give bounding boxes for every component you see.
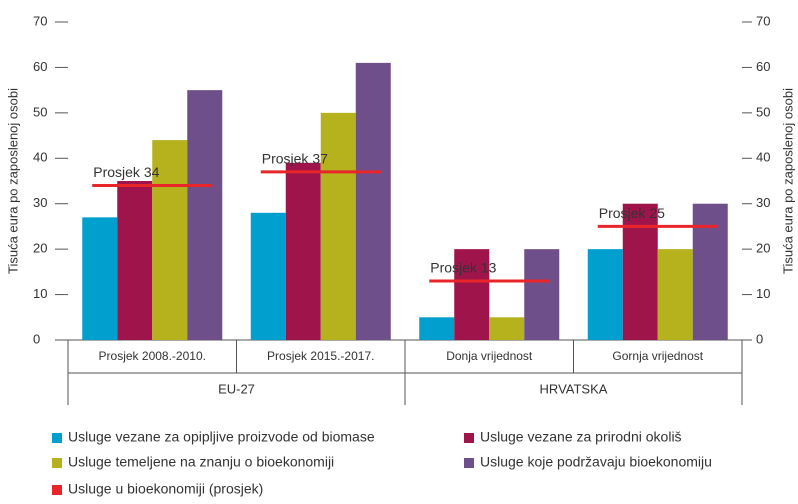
legend-swatch <box>464 433 474 443</box>
bar <box>657 249 693 340</box>
legend-label: Usluge u bioekonomiji (prosjek) <box>68 481 263 497</box>
x-tick-label: Prosjek 2008.-2010. <box>99 349 206 363</box>
y-axis-title: Tisuća eura po zaposlenoj osobi <box>5 88 20 274</box>
x-tick-label: Prosjek 2015.-2017. <box>267 349 374 363</box>
y-tick-label: 20 <box>33 241 47 256</box>
group-label: EU-27 <box>218 381 255 396</box>
x-tick-label: Donja vrijednost <box>446 349 533 363</box>
bar <box>187 90 223 341</box>
y2-axis-title: Tisuća eura po zaposlenoj osobi <box>780 88 795 274</box>
legend-swatch <box>52 485 62 495</box>
y-tick-label: 60 <box>33 59 47 74</box>
y2-tick-label: 40 <box>756 150 770 165</box>
y-tick-label: 50 <box>33 104 47 119</box>
bar <box>82 217 118 340</box>
y2-tick-label: 10 <box>756 286 770 301</box>
y-tick-label: 70 <box>33 13 47 28</box>
bar <box>622 203 658 340</box>
legend-swatch <box>464 458 474 468</box>
legend-swatch <box>52 458 62 468</box>
y-tick-label: 30 <box>33 195 47 210</box>
bar <box>355 62 391 341</box>
y2-tick-label: 0 <box>756 331 763 346</box>
y2-tick-label: 20 <box>756 241 770 256</box>
legend-label: Usluge temeljene na znanju o bioekonomij… <box>68 454 334 470</box>
y2-tick-label: 70 <box>756 13 770 28</box>
bar <box>285 162 321 340</box>
bar <box>524 249 560 340</box>
bar <box>320 112 356 340</box>
legend-label: Usluge koje podržavaju bioekonomiju <box>480 454 712 470</box>
average-label: Prosjek 34 <box>93 164 159 180</box>
legend-label: Usluge vezane za prirodni okoliš <box>480 429 682 445</box>
y-tick-label: 40 <box>33 150 47 165</box>
bar <box>117 181 153 340</box>
y-tick-label: 10 <box>33 286 47 301</box>
bar <box>454 249 490 340</box>
legend-swatch <box>52 433 62 443</box>
y2-tick-label: 60 <box>756 59 770 74</box>
bar <box>692 203 728 340</box>
average-label: Prosjek 13 <box>430 260 496 276</box>
x-tick-label: Gornja vrijednost <box>612 349 703 363</box>
y2-tick-label: 30 <box>756 195 770 210</box>
bar <box>489 317 525 340</box>
bar <box>419 317 455 340</box>
y-tick-label: 0 <box>33 331 40 346</box>
average-label: Prosjek 37 <box>262 151 328 167</box>
legend-label: Usluge vezane za opipljive proizvode od … <box>68 429 375 445</box>
y2-tick-label: 50 <box>756 104 770 119</box>
bar <box>250 212 286 340</box>
average-label: Prosjek 25 <box>599 205 665 221</box>
group-label: HRVATSKA <box>540 381 608 396</box>
bar <box>587 249 623 340</box>
bar <box>152 140 188 340</box>
